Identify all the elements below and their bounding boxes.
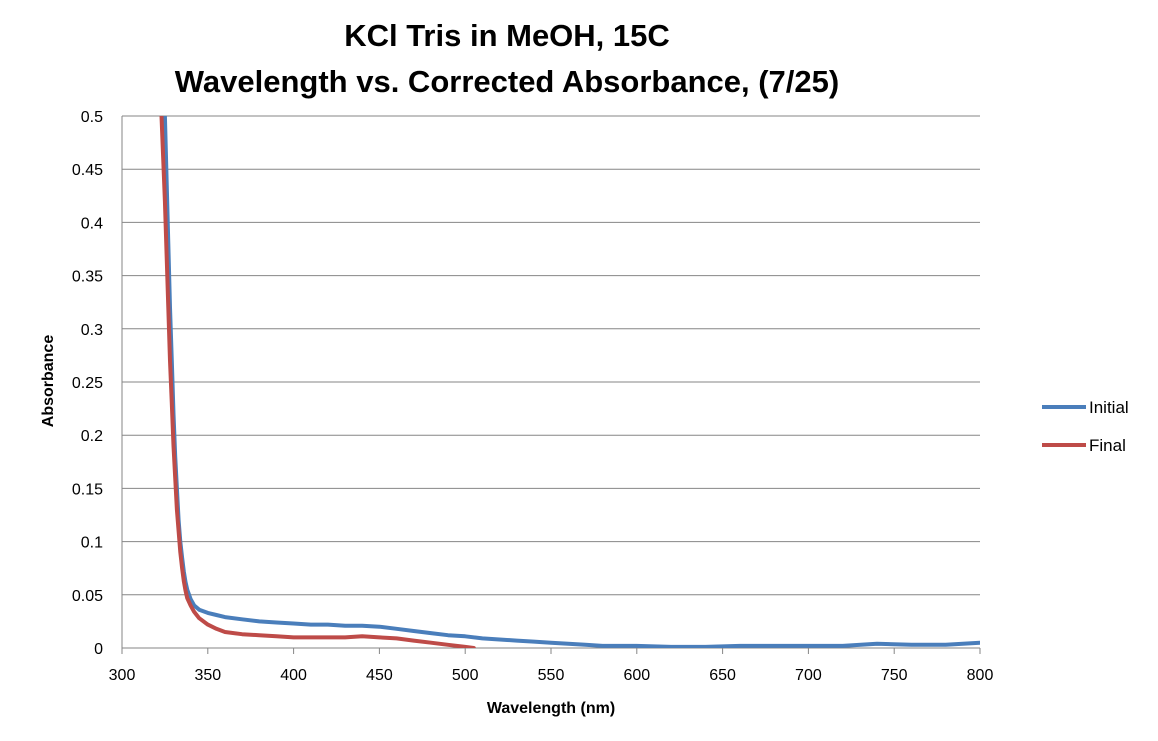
chart-title: KCl Tris in MeOH, 15C Wavelength vs. Cor… bbox=[175, 18, 839, 99]
series-line-initial bbox=[162, 116, 980, 648]
x-tick-label: 800 bbox=[967, 667, 994, 684]
x-tick-label: 700 bbox=[795, 667, 822, 684]
legend-label-initial: Initial bbox=[1089, 398, 1129, 417]
y-tick-label: 0.4 bbox=[81, 215, 103, 232]
x-axis-title: Wavelength (nm) bbox=[487, 700, 615, 717]
chart-title-line-2: Wavelength vs. Corrected Absorbance, (7/… bbox=[175, 64, 839, 99]
y-axis-title: Absorbance bbox=[40, 335, 57, 428]
y-tick-label: 0.2 bbox=[81, 428, 103, 445]
x-tick-label: 450 bbox=[366, 667, 393, 684]
y-tick-label: 0.45 bbox=[72, 162, 103, 179]
y-tick-label: 0.1 bbox=[81, 535, 103, 552]
x-tick-label: 400 bbox=[280, 667, 307, 684]
y-tick-label: 0.05 bbox=[72, 588, 103, 605]
x-tick-label: 500 bbox=[452, 667, 479, 684]
y-tick-labels: 0 0.05 0.1 0.15 0.2 0.25 0.3 0.35 0.4 0.45 0.5 bbox=[72, 109, 103, 658]
x-tick-labels: 300 350 400 450 500 550 600 650 700 750 800 bbox=[109, 667, 994, 684]
x-tick-label: 750 bbox=[881, 667, 908, 684]
series-lines bbox=[159, 116, 980, 648]
chart-title-line-1: KCl Tris in MeOH, 15C bbox=[344, 18, 670, 53]
y-tick-label: 0.25 bbox=[72, 375, 103, 392]
x-tick-label: 350 bbox=[194, 667, 221, 684]
legend-label-final: Final bbox=[1089, 436, 1126, 455]
y-tick-label: 0.35 bbox=[72, 269, 103, 286]
y-tick-label: 0.3 bbox=[81, 322, 103, 339]
legend: Initial Final bbox=[1042, 398, 1129, 455]
y-tick-label: 0.5 bbox=[81, 109, 103, 126]
x-tick-label: 300 bbox=[109, 667, 136, 684]
series-line-final bbox=[159, 116, 476, 648]
x-tick-label: 650 bbox=[709, 667, 736, 684]
y-tick-label: 0 bbox=[94, 641, 103, 658]
y-tick-label: 0.15 bbox=[72, 481, 103, 498]
gridlines bbox=[122, 115, 980, 596]
x-tick-label: 550 bbox=[538, 667, 565, 684]
x-tick-label: 600 bbox=[623, 667, 650, 684]
axes bbox=[121, 116, 981, 654]
